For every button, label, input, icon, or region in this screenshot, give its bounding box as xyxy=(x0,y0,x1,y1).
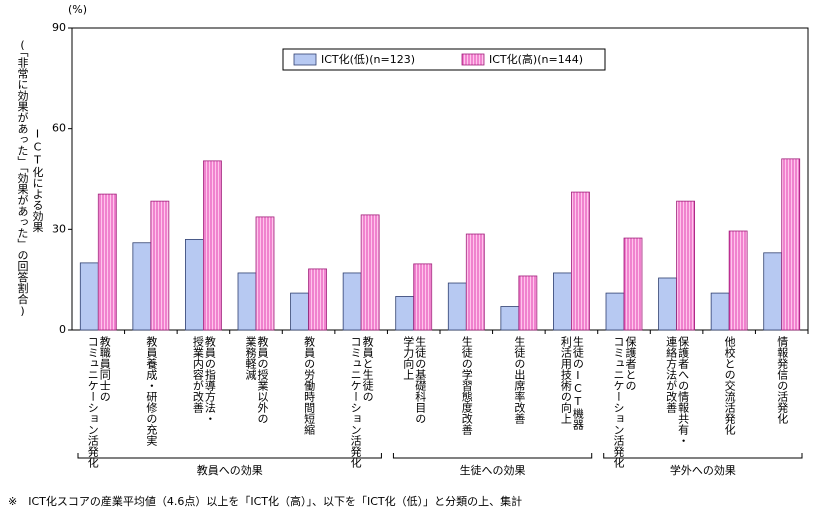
bar xyxy=(255,216,275,331)
x-tick-label: 生徒のICT機器 xyxy=(571,335,584,431)
x-tick-label: 生徒の学習態度改善 xyxy=(460,335,473,436)
x-tick-label: 生徒の出席率改善 xyxy=(513,335,526,425)
x-tick-label: 教員養成・研修の充実 xyxy=(145,336,158,447)
bar xyxy=(465,233,485,331)
bar xyxy=(553,272,572,331)
bar xyxy=(447,282,467,331)
x-tick-label: 利活用技術の向上 xyxy=(559,336,572,424)
legend-label: ICT化(高)(n=144) xyxy=(489,52,583,66)
x-tick-label: 教員の労働時間短縮 xyxy=(303,336,316,436)
x-tick-label: 授業内容が改善 xyxy=(191,335,204,414)
y-tick-label: 90 xyxy=(52,21,66,34)
legend xyxy=(282,48,606,71)
bar xyxy=(623,237,643,331)
bar xyxy=(395,296,415,331)
x-tick-label: 生徒の基礎科目の xyxy=(414,335,427,424)
group-label: 生徒への効果 xyxy=(460,463,526,477)
unit-label: (%) xyxy=(68,3,87,16)
bar xyxy=(413,263,433,331)
footnote: ※ ICT化スコアの産業平均値（4.6点）以上を「ICT化（高）」、以下を「IC… xyxy=(8,494,522,508)
bar xyxy=(605,292,625,331)
bar xyxy=(518,275,538,331)
bar xyxy=(781,158,801,331)
bar xyxy=(150,200,170,331)
legend-label: ICT化(低)(n=123) xyxy=(321,52,415,66)
x-tick-label: 保護者との xyxy=(624,335,637,391)
bar xyxy=(571,191,590,331)
bar xyxy=(79,262,99,331)
group-label: 教員への効果 xyxy=(197,463,263,477)
x-tick-label: 業務軽減 xyxy=(244,336,257,381)
group-bracket xyxy=(392,453,593,459)
bar xyxy=(97,193,117,331)
bar xyxy=(763,252,783,331)
bar xyxy=(290,292,309,331)
bar xyxy=(203,160,222,331)
x-tick-label: 教職員同士の xyxy=(98,336,111,402)
x-tick-label: コミュニケーション活発化 xyxy=(349,336,362,469)
bar xyxy=(710,292,730,331)
x-tick-label: 教員の指導方法・ xyxy=(203,336,216,424)
x-tick-label: 保護者への情報共有・ xyxy=(677,335,690,446)
x-tick-label: 情報発信の活発化 xyxy=(776,336,789,425)
bar xyxy=(658,277,677,331)
plot-frame xyxy=(71,27,809,331)
x-tick-label: コミュニケーション活発化 xyxy=(86,336,99,469)
group-bracket xyxy=(603,453,803,459)
bar xyxy=(132,242,152,331)
bar xyxy=(342,272,362,331)
bar xyxy=(728,230,748,331)
group-bracket xyxy=(77,453,382,459)
x-tick-label: 教員と生徒の xyxy=(361,336,374,402)
bar xyxy=(185,238,204,331)
group-label: 学外への効果 xyxy=(670,463,736,477)
bar xyxy=(237,272,257,331)
bar xyxy=(308,268,327,331)
legend-swatch xyxy=(461,53,485,66)
bar xyxy=(676,200,695,331)
x-tick-label: コミュニケーション活発化 xyxy=(612,336,625,469)
x-tick-label: 連絡方法が改善 xyxy=(665,335,678,414)
y-axis-label: ICT化による効果 xyxy=(31,128,44,234)
legend-swatch xyxy=(293,53,317,66)
y-tick-label: 30 xyxy=(52,222,66,235)
x-tick-label: 学力向上 xyxy=(402,335,415,380)
y-tick-label: 0 xyxy=(59,323,66,336)
x-tick-label: 他校との交流活発化 xyxy=(723,336,736,436)
x-tick-label: 教員の授業以外の xyxy=(256,336,269,424)
bar xyxy=(360,214,380,331)
y-axis-label: (「非常に効果があった」「効果があった」の回答割合) xyxy=(16,39,29,318)
bar xyxy=(500,306,520,331)
y-tick-label: 60 xyxy=(52,122,66,135)
